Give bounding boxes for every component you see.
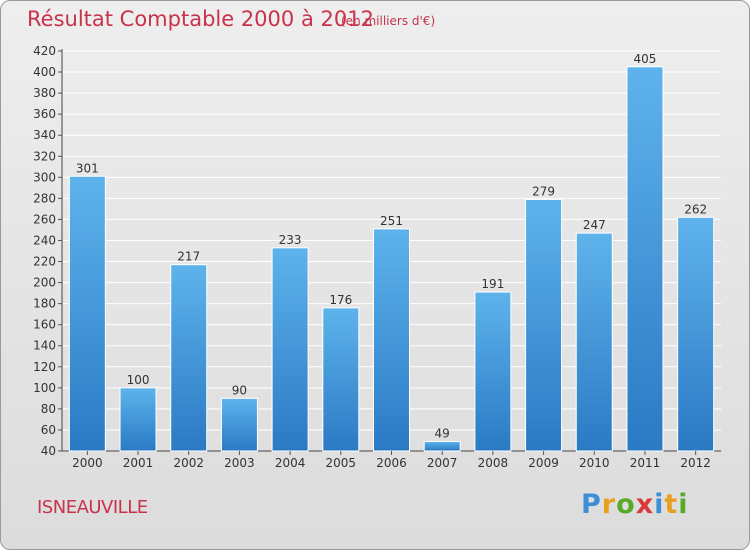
y-tick-label: 340 bbox=[33, 128, 56, 142]
y-tick-label: 120 bbox=[33, 360, 56, 374]
proxiti-logo: Proxiti bbox=[581, 489, 689, 520]
bar-2004 bbox=[271, 247, 309, 452]
bar-2002 bbox=[170, 264, 208, 452]
brand-letter: o bbox=[616, 489, 636, 520]
x-tick-label: 2003 bbox=[224, 456, 255, 470]
y-tick-label: 220 bbox=[33, 255, 56, 269]
data-label: 405 bbox=[634, 52, 657, 66]
y-tick-label: 140 bbox=[33, 339, 56, 353]
y-tick-label: 320 bbox=[33, 149, 56, 163]
chart-subtitle: (en milliers d'€) bbox=[341, 14, 436, 28]
bar-2003 bbox=[220, 397, 258, 452]
x-tick-label: 2002 bbox=[173, 456, 204, 470]
x-tick-label: 2008 bbox=[478, 456, 509, 470]
data-label: 247 bbox=[583, 218, 606, 232]
data-label: 176 bbox=[329, 293, 352, 307]
y-tick-label: 160 bbox=[33, 318, 56, 332]
brand-letter: i bbox=[678, 489, 689, 520]
brand-letter: i bbox=[654, 489, 665, 520]
x-tick-label: 2010 bbox=[579, 456, 610, 470]
bar-2000 bbox=[68, 175, 106, 452]
data-label: 49 bbox=[435, 427, 450, 441]
bar-2005 bbox=[322, 307, 360, 452]
data-label: 90 bbox=[232, 383, 247, 397]
y-tick-label: 60 bbox=[41, 423, 56, 437]
y-tick-label: 380 bbox=[33, 86, 56, 100]
y-tick-label: 400 bbox=[33, 65, 56, 79]
bar-2007 bbox=[423, 441, 461, 452]
bar-2009 bbox=[525, 198, 563, 452]
data-label: 217 bbox=[177, 250, 200, 264]
bar-2006 bbox=[373, 228, 410, 452]
bar-2008 bbox=[474, 291, 512, 452]
x-tick-label: 2001 bbox=[123, 456, 154, 470]
y-tick-label: 280 bbox=[33, 191, 56, 205]
brand-letter: x bbox=[635, 489, 655, 520]
y-tick-label: 180 bbox=[33, 297, 56, 311]
y-tick-label: 80 bbox=[41, 402, 56, 416]
x-tick-label: 2009 bbox=[528, 456, 559, 470]
bar-2010 bbox=[575, 232, 613, 452]
bar-2012 bbox=[677, 216, 715, 452]
location-label: ISNEAUVILLE bbox=[37, 497, 148, 518]
x-tick-label: 2005 bbox=[326, 456, 357, 470]
x-tick-label: 2011 bbox=[630, 456, 661, 470]
chart-title: Résultat Comptable 2000 à 2012 bbox=[27, 7, 374, 31]
x-tick-label: 2006 bbox=[376, 456, 407, 470]
y-tick-label: 40 bbox=[41, 444, 56, 458]
brand-letter: r bbox=[601, 489, 617, 520]
x-tick-label: 2012 bbox=[680, 456, 711, 470]
bar-2001 bbox=[119, 387, 157, 452]
data-label: 100 bbox=[127, 373, 150, 387]
data-label: 301 bbox=[76, 161, 99, 175]
y-tick-label: 100 bbox=[33, 381, 56, 395]
brand-letter: P bbox=[581, 489, 602, 520]
y-tick-label: 260 bbox=[33, 212, 56, 226]
brand-letter: t bbox=[664, 489, 679, 520]
y-tick-label: 360 bbox=[33, 107, 56, 121]
data-label: 191 bbox=[481, 277, 504, 291]
bar-2011 bbox=[626, 66, 664, 452]
y-tick-label: 420 bbox=[33, 44, 56, 58]
data-label: 262 bbox=[684, 202, 707, 216]
data-label: 233 bbox=[279, 233, 302, 247]
x-tick-label: 2004 bbox=[275, 456, 306, 470]
data-label: 279 bbox=[532, 184, 555, 198]
y-tick-label: 300 bbox=[33, 170, 56, 184]
y-tick-label: 200 bbox=[33, 276, 56, 290]
x-tick-label: 2000 bbox=[72, 456, 103, 470]
data-label: 251 bbox=[380, 214, 403, 228]
y-tick-label: 240 bbox=[33, 233, 56, 247]
x-tick-label: 2007 bbox=[427, 456, 458, 470]
